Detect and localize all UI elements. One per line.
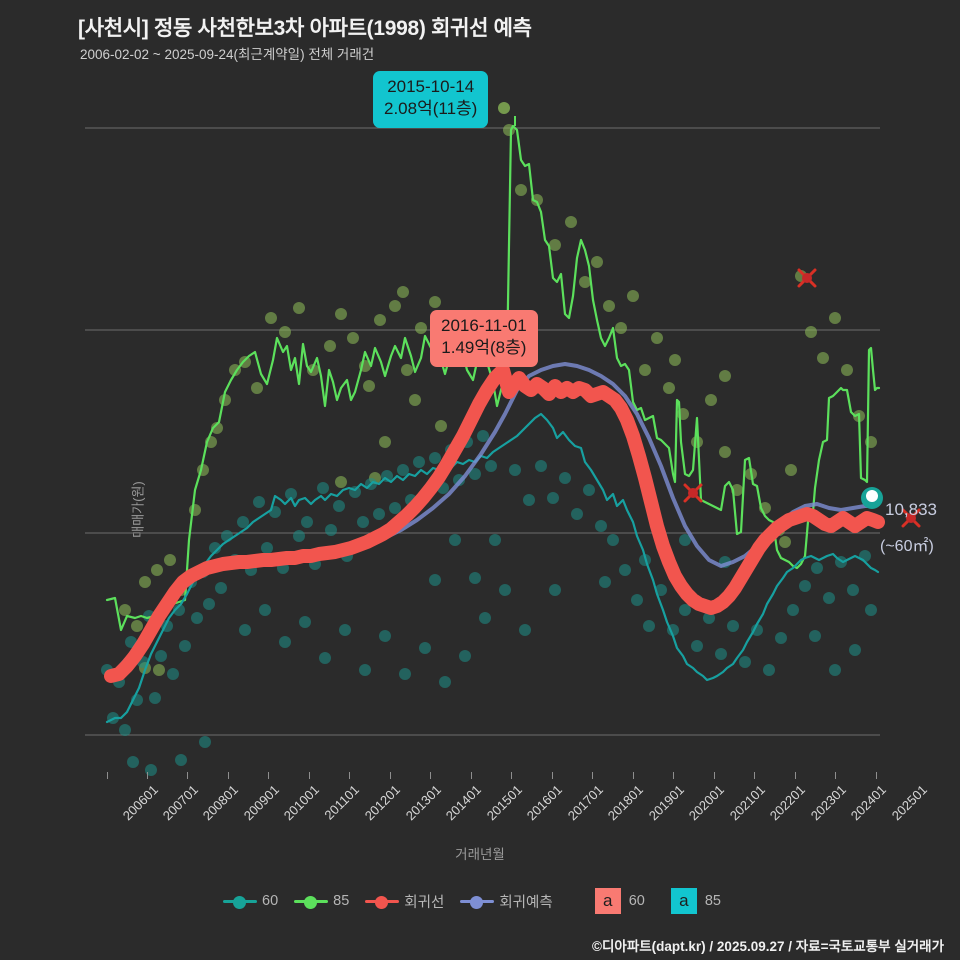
legend-badge-item-60[interactable]: a 60 — [594, 888, 645, 914]
series-line-regression — [104, 363, 885, 683]
legend-item-regression[interactable]: 회귀선 — [365, 891, 444, 912]
footer-credit: ©디아파트(dapt.kr) / 2025.09.27 / 자료=국토교통부 실… — [592, 939, 944, 954]
series-line-60 — [105, 412, 880, 724]
x-tick-mark — [187, 772, 188, 779]
x-marker-2 — [901, 508, 921, 528]
x-tick-label-1: 200701 — [159, 782, 201, 824]
x-tick-label-12: 201801 — [604, 782, 646, 824]
x-tick-label-14: 202001 — [685, 782, 727, 824]
scatter-60 — [101, 430, 877, 776]
grid-layer — [85, 127, 880, 736]
x-tick-mark — [754, 772, 755, 779]
legend-item-60[interactable]: 60 — [223, 893, 278, 909]
x-tick-mark — [147, 772, 148, 779]
legend-item-regression-pred[interactable]: 회귀예측 — [460, 891, 553, 912]
x-tick-label-7: 201301 — [402, 782, 444, 824]
legend-label-regression: 회귀선 — [404, 894, 445, 911]
legend-badge-label-85: 85 — [704, 893, 721, 909]
peak-point — [498, 102, 510, 114]
annotation-regression-date: 2016-11-01 — [441, 316, 527, 335]
x-tick-label-10: 201601 — [523, 782, 565, 824]
x-tick-mark — [835, 772, 836, 779]
legend-swatch-regression-pred-icon — [460, 894, 495, 909]
legend-label-85: 85 — [333, 893, 350, 909]
plot-area: 매매가(원) 2억 1.5억 1억 0.5억 — [85, 70, 937, 823]
x-tick-mark — [309, 772, 310, 779]
legend-item-85[interactable]: 85 — [294, 893, 349, 909]
x-tick-mark — [430, 772, 431, 779]
legend-badge-label-60: 60 — [628, 893, 645, 909]
annotation-peak[interactable]: 2015-10-14 2.08억(11층) — [373, 71, 489, 128]
x-tick-label-6: 201201 — [361, 782, 403, 824]
x-tick-mark — [107, 772, 108, 779]
x-tick-label-5: 201101 — [321, 782, 363, 823]
x-tick-label-9: 201501 — [483, 782, 525, 824]
legend-swatch-85-icon — [294, 894, 329, 909]
x-tick-mark — [349, 772, 350, 779]
x-tick-label-3: 200901 — [240, 782, 282, 824]
legend-swatch-60-icon — [223, 894, 258, 909]
end-point — [861, 487, 883, 509]
series-line-85 — [105, 124, 881, 632]
legend-swatch-regression-icon — [365, 894, 400, 909]
x-tick-label-18: 202401 — [847, 782, 889, 824]
x-marker-3 — [683, 483, 703, 503]
x-tick-label-16: 202201 — [766, 782, 808, 824]
legend-label-regression-pred: 회귀예측 — [499, 894, 553, 911]
x-tick-mark — [714, 772, 715, 779]
x-tick-mark — [592, 772, 593, 779]
legend-badge-60-icon: a — [594, 888, 621, 914]
x-tick-mark — [795, 772, 796, 779]
annotation-regression-value: 1.49억(8층) — [441, 338, 527, 358]
annotation-regression[interactable]: 2016-11-01 1.49억(8층) — [430, 310, 538, 367]
data-layer — [101, 102, 921, 776]
x-axis-title: 거래년월 — [455, 847, 505, 862]
chart-legend: 60 85 회귀선 회귀예측 a 60 — [0, 888, 960, 914]
x-tick-mark — [390, 772, 391, 779]
x-tick-label-17: 202301 — [807, 782, 849, 824]
annotation-peak-date: 2015-10-14 — [387, 77, 475, 96]
x-tick-label-4: 201001 — [280, 782, 322, 824]
x-tick-label-15: 202101 — [726, 782, 768, 824]
x-tick-label-8: 201401 — [442, 782, 484, 824]
annotation-peak-value: 2.08억(11층) — [384, 99, 478, 119]
x-tick-label-19: 202501 — [888, 782, 930, 824]
x-tick-mark — [471, 772, 472, 779]
legend-badge-85-icon: a — [670, 888, 697, 914]
page-subtitle: 2006-02-02 ~ 2025-09-24(최근계약일) 전체 거래건 — [80, 47, 375, 62]
x-tick-label-11: 201701 — [564, 782, 606, 824]
end-value-label: 10,833 — [885, 500, 937, 519]
x-tick-mark — [673, 772, 674, 779]
legend-label-60: 60 — [262, 893, 279, 909]
x-tick-mark — [633, 772, 634, 779]
x-tick-mark — [228, 772, 229, 779]
legend-badge-item-85[interactable]: a 85 — [661, 888, 721, 914]
page-title: [사천시] 정동 사천한보3차 아파트(1998) 회귀선 예측 — [78, 17, 532, 40]
x-tick-mark — [511, 772, 512, 779]
x-tick-mark — [552, 772, 553, 779]
x-tick-mark — [268, 772, 269, 779]
x-tick-label-13: 201901 — [645, 782, 687, 824]
x-tick-label-2: 200801 — [199, 782, 241, 824]
x-marker-1 — [797, 268, 817, 288]
x-tick-label-0: 200601 — [119, 782, 161, 824]
end-area-label: (~60㎡) — [880, 538, 934, 555]
x-markers — [683, 268, 921, 528]
x-tick-mark — [876, 772, 877, 779]
